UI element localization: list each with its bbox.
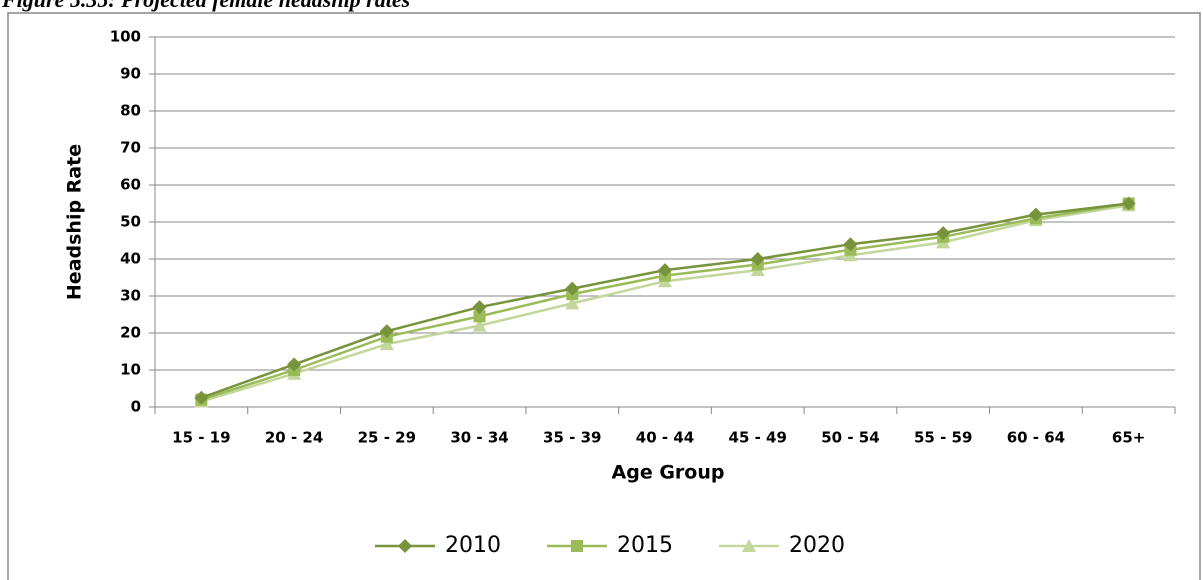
x-tick-label: 20 - 24 — [265, 429, 323, 447]
legend-marker — [742, 539, 756, 552]
point — [472, 318, 487, 332]
x-tick-label: 50 - 54 — [821, 429, 879, 447]
point — [472, 300, 487, 315]
point — [565, 296, 580, 310]
x-tick-label: 55 - 59 — [914, 429, 972, 447]
point — [379, 337, 394, 351]
y-tick-label: 10 — [120, 361, 141, 379]
chart-title: Figure 5.35: Projected female headship r… — [1, 0, 410, 12]
point — [1028, 207, 1043, 222]
point — [936, 226, 951, 241]
x-tick-label: 65+ — [1112, 429, 1145, 447]
point — [379, 324, 394, 339]
x-tick-label: 40 - 44 — [636, 429, 694, 447]
x-tick-label: 30 - 34 — [450, 429, 508, 447]
y-tick-label: 60 — [120, 176, 141, 194]
y-tick-label: 80 — [120, 102, 141, 120]
x-tick-label: 45 - 49 — [729, 429, 787, 447]
legend-label: 2010 — [445, 533, 501, 558]
legend-label: 2015 — [617, 533, 673, 558]
y-tick-label: 100 — [110, 28, 141, 46]
x-tick-label: 25 - 29 — [358, 429, 416, 447]
legend-marker — [398, 539, 412, 553]
point — [194, 390, 209, 405]
legend-label: 2020 — [789, 533, 845, 558]
y-tick-label: 50 — [120, 213, 141, 231]
point — [565, 281, 580, 296]
y-axis-title: Headship Rate — [64, 144, 86, 300]
x-tick-label: 35 - 39 — [543, 429, 601, 447]
x-tick-label: 15 - 19 — [172, 429, 230, 447]
point — [1121, 196, 1136, 211]
point — [750, 252, 765, 266]
y-tick-label: 20 — [120, 324, 141, 342]
x-axis-title: Age Group — [612, 462, 725, 484]
y-tick-label: 90 — [120, 65, 141, 83]
point — [843, 237, 858, 252]
legend-marker — [571, 540, 583, 552]
y-tick-label: 70 — [120, 139, 141, 157]
point — [658, 263, 672, 278]
y-tick-label: 40 — [120, 250, 141, 268]
x-tick-label: 60 - 64 — [1007, 429, 1065, 447]
point — [473, 310, 486, 323]
y-tick-label: 30 — [120, 287, 141, 305]
point — [287, 357, 302, 372]
y-tick-label: 0 — [131, 398, 141, 416]
